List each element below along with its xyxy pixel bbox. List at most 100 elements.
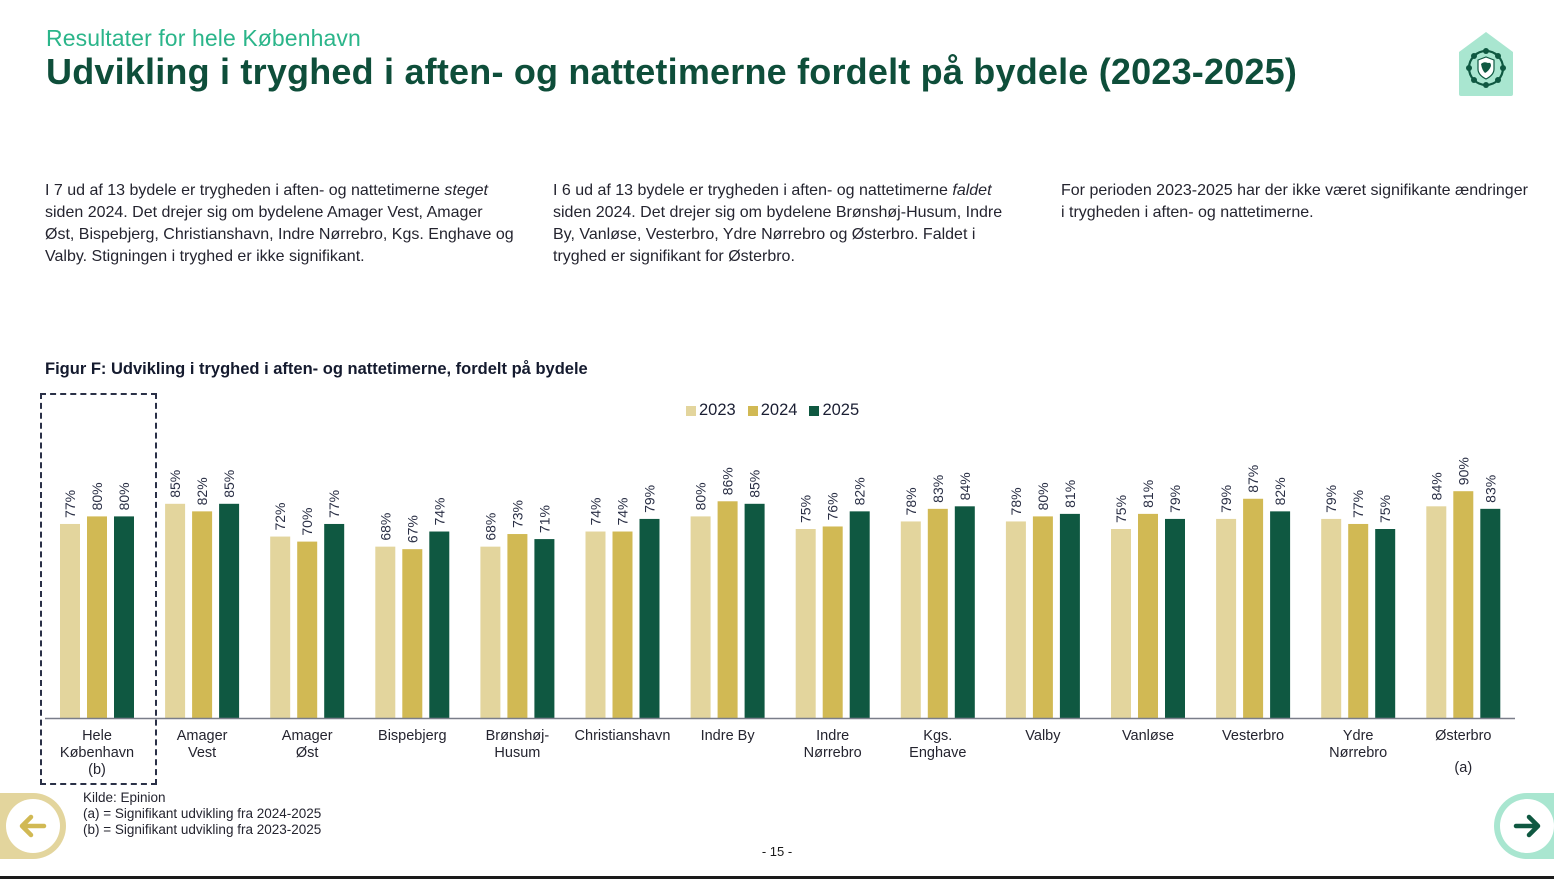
data-label-2023: 68% bbox=[377, 513, 393, 541]
category-label-line: Hele bbox=[82, 728, 112, 744]
summary-emphasis: steget bbox=[444, 182, 488, 199]
bar-2023 bbox=[1216, 518, 1237, 718]
data-label-2025: 79% bbox=[642, 485, 658, 513]
category-label-vesterbro: Vesterbro bbox=[1198, 728, 1308, 745]
bar-2023 bbox=[270, 536, 291, 718]
category-label-amager-vest: Amager Vest bbox=[147, 728, 257, 762]
category-label-line: Valby bbox=[1025, 728, 1061, 744]
category-label-line: Vest bbox=[187, 745, 217, 761]
bar-2025 bbox=[219, 503, 240, 718]
page-title: Udvikling i tryghed i aften- og nattetim… bbox=[46, 51, 1298, 92]
chart-source-notes: Kilde: Epinion (a) = Signifikant udvikli… bbox=[83, 790, 321, 838]
summary-text: siden 2024. Det drejer sig om bydelene B… bbox=[553, 204, 1003, 265]
bar-2023 bbox=[375, 546, 396, 718]
summary-text: siden 2024. Det drejer sig om bydelene A… bbox=[45, 204, 514, 265]
category-label-brønshøj-husum: Brønshøj- Husum bbox=[462, 728, 572, 762]
category-label-line: Øst bbox=[295, 745, 319, 761]
data-label-2023: 79% bbox=[1218, 485, 1234, 513]
bar-2025 bbox=[429, 531, 450, 718]
category-label-line: Vanløse bbox=[1121, 728, 1175, 744]
arrow-right-icon bbox=[1494, 793, 1554, 859]
bar-2024 bbox=[1243, 498, 1264, 718]
bar-group-bispebjerg: 68% 67% 74% bbox=[375, 497, 450, 718]
bar-2025 bbox=[1270, 511, 1291, 718]
data-label-2023: 84% bbox=[1428, 472, 1444, 500]
bar-2025 bbox=[744, 503, 765, 718]
bar-2024 bbox=[927, 508, 948, 718]
bar-2023 bbox=[585, 531, 606, 718]
data-label-2025: 74% bbox=[431, 497, 447, 525]
data-label-2025: 85% bbox=[221, 470, 237, 498]
data-label-2024: 82% bbox=[194, 477, 210, 505]
bar-group-østerbro: 84% 90% 83% bbox=[1426, 457, 1501, 718]
data-label-2023: 75% bbox=[798, 495, 814, 523]
category-label-line: Østerbro bbox=[1435, 728, 1492, 744]
bottom-rule bbox=[0, 876, 1554, 879]
data-label-2025: 85% bbox=[747, 470, 763, 498]
category-label-line: Husum bbox=[494, 745, 541, 761]
category-label-indre-by: Indre By bbox=[673, 728, 783, 745]
data-label-2025: 79% bbox=[1167, 485, 1183, 513]
bar-2023 bbox=[1005, 521, 1026, 718]
bar-2023 bbox=[1111, 529, 1131, 718]
data-label-2023: 68% bbox=[482, 513, 498, 541]
category-label-line: Enghave bbox=[909, 745, 967, 761]
category-label-line: Indre By bbox=[700, 728, 755, 744]
category-label-line: Nørrebro bbox=[803, 745, 862, 761]
summary-text: For perioden 2023-2025 har der ikke være… bbox=[1061, 182, 1528, 221]
data-label-2024: 80% bbox=[89, 482, 105, 510]
category-significance-note: (b) bbox=[88, 762, 106, 778]
data-label-2025: 71% bbox=[536, 505, 552, 533]
category-label-line: Kgs. bbox=[923, 728, 953, 744]
previous-page-button[interactable] bbox=[0, 793, 66, 859]
bar-group-valby: 78% 80% 81% bbox=[1005, 480, 1080, 718]
bar-2023 bbox=[900, 521, 921, 718]
bar-2024 bbox=[822, 526, 843, 718]
data-label-2023: 75% bbox=[1113, 495, 1129, 523]
bar-2023 bbox=[1321, 518, 1342, 718]
category-label-amager-øst: Amager Øst bbox=[252, 728, 362, 762]
bar-group-brønshøj-husum: 68% 73% 71% bbox=[480, 500, 555, 718]
data-label-2025: 84% bbox=[957, 472, 973, 500]
data-label-2023: 85% bbox=[167, 470, 183, 498]
legend-item-2025: 2025 bbox=[809, 401, 859, 420]
data-label-2023: 80% bbox=[693, 482, 709, 510]
data-label-2024: 83% bbox=[930, 475, 946, 503]
bar-2023 bbox=[480, 546, 501, 718]
bar-2024 bbox=[1453, 491, 1474, 718]
category-label-vanløse: Vanløse bbox=[1093, 728, 1203, 745]
note-b: (b) = Signifikant udvikling fra 2023-202… bbox=[83, 822, 322, 837]
bar-2024 bbox=[1032, 516, 1053, 718]
bar-2024 bbox=[192, 511, 213, 718]
category-label-indre-nørrebro: Indre Nørrebro bbox=[778, 728, 888, 762]
category-label-line: Ydre bbox=[1342, 728, 1374, 744]
bar-2025 bbox=[1375, 529, 1396, 718]
legend-label-2023: 2023 bbox=[699, 401, 736, 419]
summary-emphasis: faldet bbox=[952, 182, 992, 199]
data-label-2024: 77% bbox=[1350, 490, 1366, 518]
copenhagen-safety-house-icon bbox=[1455, 30, 1517, 96]
bar-group-amager-vest: 85% 82% 85% bbox=[165, 470, 240, 718]
bar-2024 bbox=[402, 549, 423, 718]
data-label-2025: 83% bbox=[1482, 475, 1498, 503]
data-label-2025: 80% bbox=[116, 482, 132, 510]
page-number: - 15 - bbox=[761, 844, 793, 859]
data-label-2024: 80% bbox=[1035, 482, 1051, 510]
bar-2024 bbox=[87, 516, 107, 718]
bar-2025 bbox=[639, 518, 660, 718]
bar-2023 bbox=[165, 503, 186, 718]
category-label-ydre-nørrebro: Ydre Nørrebro bbox=[1303, 728, 1413, 762]
category-label-bispebjerg: Bispebjerg bbox=[357, 728, 467, 745]
highlight-box-hele-kobenhavn bbox=[40, 393, 157, 785]
note-a: (a) = Signifikant udvikling fra 2024-202… bbox=[83, 806, 322, 821]
bar-group-amager-øst: 72% 70% 77% bbox=[270, 490, 345, 718]
legend-swatch-2025 bbox=[809, 405, 820, 416]
data-label-2023: 74% bbox=[588, 497, 604, 525]
chart-legend: 2023 2024 2025 bbox=[686, 401, 859, 420]
data-label-2024: 86% bbox=[720, 467, 736, 495]
data-label-2024: 81% bbox=[1140, 480, 1156, 508]
bar-group-christianshavn: 74% 74% 79% bbox=[585, 485, 660, 718]
next-page-button[interactable] bbox=[1494, 793, 1554, 859]
data-label-2024: 87% bbox=[1245, 465, 1261, 493]
